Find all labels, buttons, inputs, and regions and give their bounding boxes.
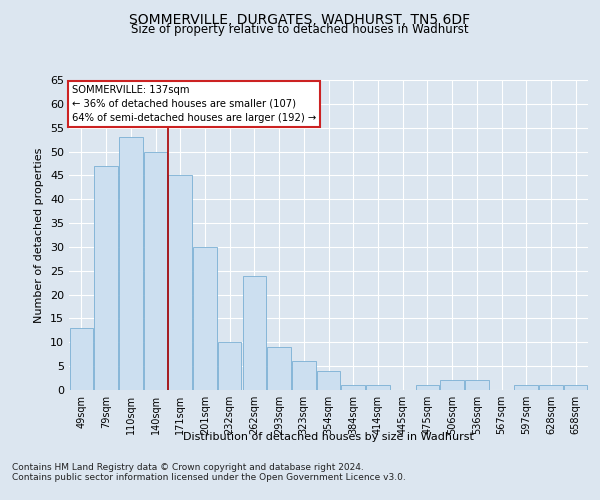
Bar <box>193 247 217 390</box>
Text: Size of property relative to detached houses in Wadhurst: Size of property relative to detached ho… <box>131 24 469 36</box>
Text: Contains HM Land Registry data © Crown copyright and database right 2024.: Contains HM Land Registry data © Crown c… <box>12 462 364 471</box>
Bar <box>317 371 340 390</box>
Bar <box>465 380 488 390</box>
Bar <box>242 276 266 390</box>
Y-axis label: Number of detached properties: Number of detached properties <box>34 148 44 322</box>
Bar <box>440 380 464 390</box>
Bar <box>94 166 118 390</box>
Text: Distribution of detached houses by size in Wadhurst: Distribution of detached houses by size … <box>184 432 474 442</box>
Bar <box>144 152 167 390</box>
Bar <box>514 385 538 390</box>
Bar <box>366 385 389 390</box>
Bar <box>169 176 192 390</box>
Text: Contains public sector information licensed under the Open Government Licence v3: Contains public sector information licen… <box>12 472 406 482</box>
Bar <box>218 342 241 390</box>
Bar <box>539 385 563 390</box>
Text: SOMMERVILLE: 137sqm
← 36% of detached houses are smaller (107)
64% of semi-detac: SOMMERVILLE: 137sqm ← 36% of detached ho… <box>71 84 316 122</box>
Bar <box>119 137 143 390</box>
Bar <box>416 385 439 390</box>
Bar <box>341 385 365 390</box>
Text: SOMMERVILLE, DURGATES, WADHURST, TN5 6DF: SOMMERVILLE, DURGATES, WADHURST, TN5 6DF <box>130 12 470 26</box>
Bar <box>564 385 587 390</box>
Bar <box>268 347 291 390</box>
Bar <box>292 362 316 390</box>
Bar <box>70 328 93 390</box>
